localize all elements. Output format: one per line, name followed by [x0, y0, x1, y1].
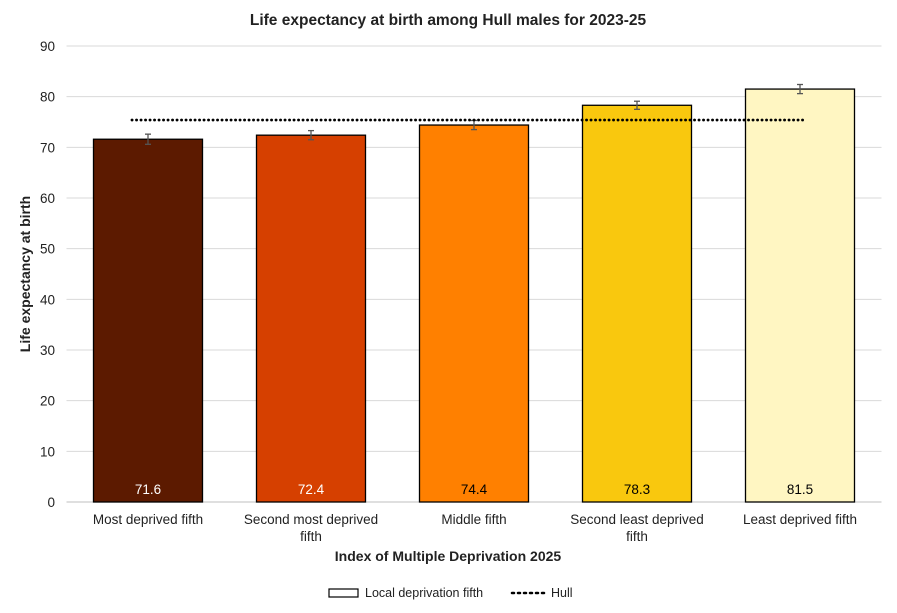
- x-tick-label: Second least deprived: [570, 512, 704, 527]
- x-axis-label: Index of Multiple Deprivation 2025: [335, 548, 562, 564]
- legend: Local deprivation fifth Hull: [328, 586, 573, 600]
- legend-swatch-bars: [328, 588, 359, 598]
- data-label: 78.3: [624, 482, 650, 497]
- bar: [255, 134, 367, 503]
- data-label: 71.6: [135, 482, 161, 497]
- y-tick-label: 20: [40, 394, 55, 409]
- bar: [744, 88, 856, 503]
- chart-title: Life expectancy at birth among Hull male…: [250, 12, 647, 29]
- x-tick-label: Least deprived fifth: [743, 512, 857, 527]
- y-tick-label: 80: [40, 90, 55, 105]
- y-tick-label: 0: [47, 495, 55, 510]
- y-tick-label: 70: [40, 140, 55, 155]
- x-tick-label: Second most deprived: [244, 512, 378, 527]
- x-tick-label: fifth: [626, 529, 648, 544]
- data-label: 72.4: [298, 482, 325, 497]
- bar: [92, 138, 204, 503]
- data-label: 81.5: [787, 482, 813, 497]
- y-tick-label: 50: [40, 242, 55, 257]
- bar: [418, 124, 530, 503]
- y-axis-label: Life expectancy at birth: [17, 196, 33, 352]
- x-tick-label: Most deprived fifth: [93, 512, 203, 527]
- y-tick-label: 10: [40, 444, 55, 459]
- y-tick-label: 90: [40, 39, 55, 54]
- legend-label-hull: Hull: [551, 586, 573, 600]
- y-tick-label: 40: [40, 292, 55, 307]
- x-tick-label: fifth: [300, 529, 322, 544]
- y-tick-label: 60: [40, 191, 55, 206]
- data-label: 74.4: [461, 482, 488, 497]
- y-tick-label: 30: [40, 343, 55, 358]
- x-tick-label: Middle fifth: [441, 512, 506, 527]
- bar: [581, 104, 693, 503]
- legend-label-bars: Local deprivation fifth: [365, 586, 483, 600]
